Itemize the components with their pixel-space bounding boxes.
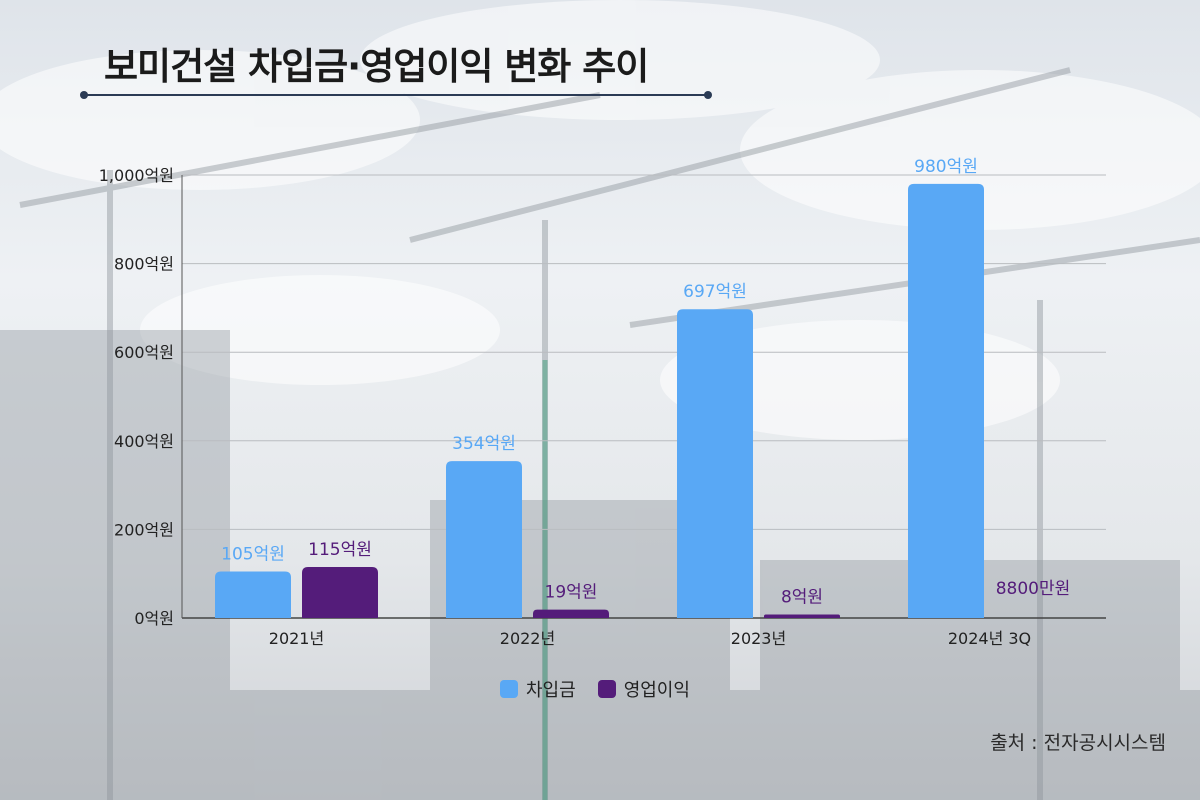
bar-borrowings bbox=[446, 461, 522, 618]
x-tick-label: 2024년 3Q bbox=[948, 629, 1031, 648]
bar-operating-profit bbox=[533, 609, 609, 618]
chart-title: 보미건설 차입금·영업이익 변화 추이 bbox=[104, 45, 649, 88]
y-tick-label: 800억원 bbox=[114, 255, 174, 274]
x-tick-label: 2022년 bbox=[500, 629, 555, 648]
x-tick-label: 2021년 bbox=[269, 629, 324, 648]
data-label: 19억원 bbox=[545, 583, 598, 603]
bar-borrowings bbox=[677, 309, 753, 618]
legend-swatch-operating-profit bbox=[597, 680, 616, 698]
y-tick-label: 200억원 bbox=[114, 520, 174, 539]
data-label: 105억원 bbox=[221, 544, 285, 564]
title-underline bbox=[80, 91, 712, 99]
data-label: 8800만원 bbox=[996, 579, 1071, 599]
legend: 차입금 영업이익 bbox=[500, 676, 690, 702]
source-note: 출처 : 전자공시시스템 bbox=[990, 732, 1166, 754]
bar-operating-profit bbox=[764, 614, 840, 618]
data-label: 8억원 bbox=[781, 587, 823, 607]
legend-item-borrowings: 차입금 bbox=[500, 676, 576, 702]
data-label: 354억원 bbox=[452, 434, 516, 454]
y-tick-label: 0억원 bbox=[134, 609, 174, 628]
y-tick-label: 600억원 bbox=[114, 343, 174, 362]
bar-borrowings bbox=[215, 571, 291, 618]
y-tick-label: 1,000억원 bbox=[99, 166, 174, 185]
legend-label-borrowings: 차입금 bbox=[526, 680, 576, 701]
legend-swatch-borrowings bbox=[500, 680, 518, 698]
data-label: 115억원 bbox=[308, 540, 372, 560]
x-tick-label: 2023년 bbox=[731, 629, 786, 648]
data-label: 697억원 bbox=[683, 282, 747, 302]
y-tick-label: 400억원 bbox=[114, 432, 174, 451]
legend-item-operating-profit: 영업이익 bbox=[597, 676, 690, 702]
bar-operating-profit bbox=[302, 567, 378, 618]
bar-borrowings bbox=[908, 183, 984, 619]
data-label: 980억원 bbox=[914, 157, 978, 177]
legend-label-operating-profit: 영업이익 bbox=[623, 680, 690, 701]
